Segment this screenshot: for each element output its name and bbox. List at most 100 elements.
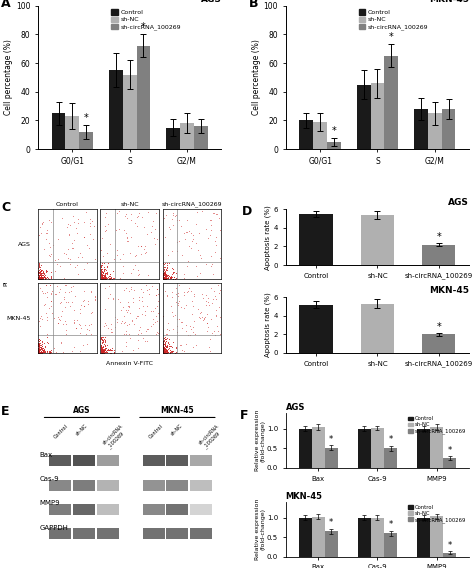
FancyBboxPatch shape [73, 504, 95, 515]
Point [99, 269, 107, 278]
Point [43, 273, 51, 282]
Point [184, 330, 192, 339]
Point [143, 324, 151, 333]
Point [160, 273, 167, 282]
Point [213, 306, 220, 315]
Text: AGS: AGS [73, 406, 91, 415]
Point [100, 346, 107, 355]
Point [101, 273, 109, 282]
Point [212, 311, 219, 320]
Point [36, 267, 43, 276]
Point [167, 273, 175, 282]
Point [143, 302, 151, 311]
Point [84, 259, 91, 268]
Point [37, 346, 45, 356]
Point [98, 347, 106, 356]
Point [84, 296, 92, 306]
Point [189, 236, 196, 245]
Point [161, 273, 168, 282]
Point [159, 274, 167, 283]
Point [210, 208, 218, 218]
Point [35, 340, 43, 349]
Point [102, 272, 109, 281]
Point [98, 273, 106, 282]
Point [149, 319, 156, 328]
Point [43, 329, 50, 339]
Point [160, 345, 167, 354]
Point [62, 330, 70, 339]
Point [44, 273, 52, 282]
Point [35, 274, 42, 283]
Point [37, 343, 45, 352]
Point [164, 347, 172, 356]
Point [98, 348, 105, 357]
Point [41, 339, 48, 348]
Point [152, 290, 160, 299]
Point [166, 273, 174, 282]
Point [162, 335, 170, 344]
Point [36, 343, 44, 352]
Point [61, 302, 69, 311]
Point [39, 347, 47, 356]
Point [41, 346, 48, 356]
Point [159, 348, 167, 357]
Point [43, 267, 51, 276]
Bar [312, 517, 325, 557]
Point [166, 348, 174, 357]
Text: sh-circRNA_100269: sh-circRNA_100269 [162, 201, 222, 207]
Bar [430, 427, 443, 468]
Point [178, 318, 186, 327]
Point [101, 265, 109, 274]
Point [97, 347, 105, 356]
Point [99, 269, 107, 278]
Point [131, 261, 139, 270]
Point [160, 270, 168, 279]
Point [145, 285, 153, 294]
Point [182, 227, 190, 236]
Point [35, 348, 42, 357]
Point [103, 248, 111, 257]
Point [202, 260, 210, 269]
Point [54, 234, 62, 243]
Point [35, 334, 42, 343]
Point [36, 263, 43, 272]
Point [104, 272, 111, 281]
Point [99, 335, 107, 344]
Point [168, 343, 175, 352]
Point [87, 319, 95, 328]
Text: sh-circRNA
_100269: sh-circRNA _100269 [198, 423, 225, 450]
Bar [327, 142, 341, 149]
Point [87, 329, 94, 338]
Point [97, 342, 105, 351]
Point [101, 283, 109, 292]
Point [208, 260, 216, 269]
Point [37, 345, 45, 354]
Point [161, 346, 169, 356]
Point [45, 274, 53, 283]
FancyBboxPatch shape [190, 479, 212, 491]
Point [159, 273, 167, 282]
Point [178, 324, 185, 333]
Point [99, 274, 107, 283]
Point [171, 267, 178, 276]
Point [163, 347, 170, 356]
Point [38, 338, 46, 347]
Point [137, 284, 145, 293]
Point [35, 348, 42, 357]
Point [101, 344, 109, 353]
Point [161, 262, 168, 272]
Point [206, 300, 213, 310]
Point [122, 209, 130, 218]
Point [99, 274, 107, 283]
Point [36, 273, 44, 282]
Point [164, 274, 172, 283]
Point [100, 346, 108, 356]
Text: *: * [84, 112, 89, 123]
Point [43, 332, 51, 341]
Point [101, 346, 109, 355]
Point [173, 215, 181, 224]
Point [197, 308, 204, 317]
Point [37, 274, 45, 283]
Point [100, 273, 107, 282]
Point [163, 265, 170, 274]
